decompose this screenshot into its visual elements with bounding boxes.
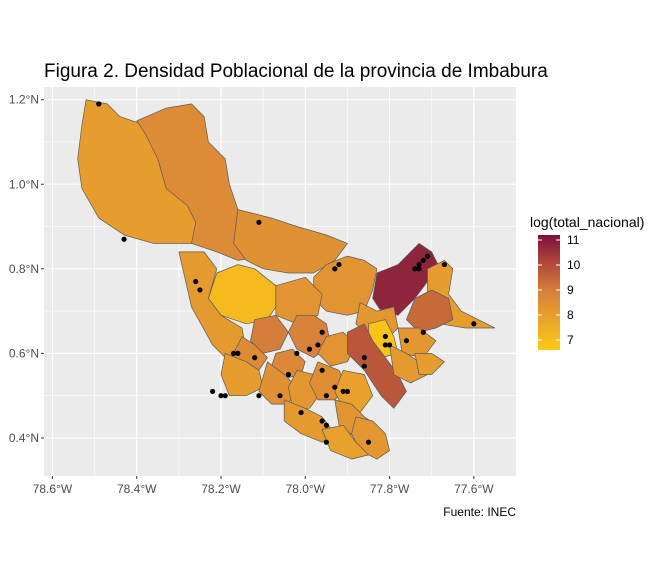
region-15 [250,314,289,354]
legend-tick-label: 10 [567,258,581,272]
map-title: Figura 2. Densidad Poblacional de la pro… [44,61,548,82]
region-13 [397,327,437,358]
locality-point [323,393,329,399]
locality-point [222,393,228,399]
locality-point [315,342,321,348]
locality-point [420,329,426,335]
locality-point [420,257,426,263]
locality-point [471,321,477,327]
locality-point [403,338,410,344]
y-tick-label: 1.2°N [9,93,39,107]
region-10 [406,289,454,333]
locality-point [386,342,393,348]
locality-point [361,363,367,369]
region-22 [220,353,264,397]
legend-tick-label: 11 [567,233,580,247]
point-layer [96,101,477,445]
x-tick-label: 77.8°W [370,482,410,496]
legend-title: log(total_nacional) [530,214,644,230]
locality-point [361,355,367,361]
x-axis: 78.6°W 78.4°W 78.2°W 78.0°W 77.8°W 77.6°W [33,476,494,496]
y-tick-label: 0.4°N [9,431,39,445]
legend-tick-label: 9 [567,283,574,297]
locality-point [235,350,241,356]
region-18 [317,331,357,367]
locality-point [218,393,224,399]
region-layer [77,99,496,460]
locality-point [294,350,300,356]
locality-point [441,261,447,268]
y-tick-label: 0.6°N [9,346,39,360]
locality-point [336,261,342,268]
locality-point [96,101,102,107]
locality-point [319,418,325,424]
locality-point [416,266,422,272]
locality-point [424,253,431,259]
y-axis: 0.4°N 0.6°N 0.8°N 1.0°N 1.2°N [9,93,44,445]
legend-tick-label: 7 [567,333,574,347]
locality-point [365,439,372,445]
region-21 [414,353,445,375]
locality-point [197,287,203,293]
y-tick-label: 0.8°N [9,262,39,276]
locality-point [306,346,313,352]
locality-point [416,261,422,268]
locality-point [256,393,262,399]
locality-point [382,342,388,348]
locality-point [382,333,388,340]
locality-point [319,367,325,373]
locality-point [323,422,329,428]
locality-point [256,219,262,225]
locality-point [323,439,329,445]
legend: log(total_nacional) 7 8 9 10 11 [530,214,644,350]
x-tick-label: 78.0°W [286,482,326,496]
y-tick-label: 1.0°N [9,177,39,191]
locality-point [340,388,346,395]
locality-point [412,266,418,272]
locality-point [209,388,216,395]
x-tick-label: 77.6°W [454,482,494,496]
x-tick-label: 78.4°W [117,482,157,496]
locality-point [332,384,338,390]
locality-point [193,278,199,285]
locality-point [121,236,127,242]
region-19 [347,323,407,409]
locality-point [252,355,258,361]
x-tick-label: 78.2°W [201,482,241,496]
locality-point [298,409,304,416]
locality-point [319,329,325,335]
legend-ticks: 7 8 9 10 11 [538,233,581,347]
caption: Fuente: INEC [443,505,516,519]
locality-point [332,266,338,272]
x-tick-label: 78.6°W [33,482,73,496]
region-30 [321,424,369,460]
locality-point [277,393,283,399]
legend-colorbar [538,235,560,350]
locality-point [285,371,292,378]
locality-point [231,350,237,356]
legend-tick-label: 8 [567,308,574,322]
locality-point [344,388,351,395]
